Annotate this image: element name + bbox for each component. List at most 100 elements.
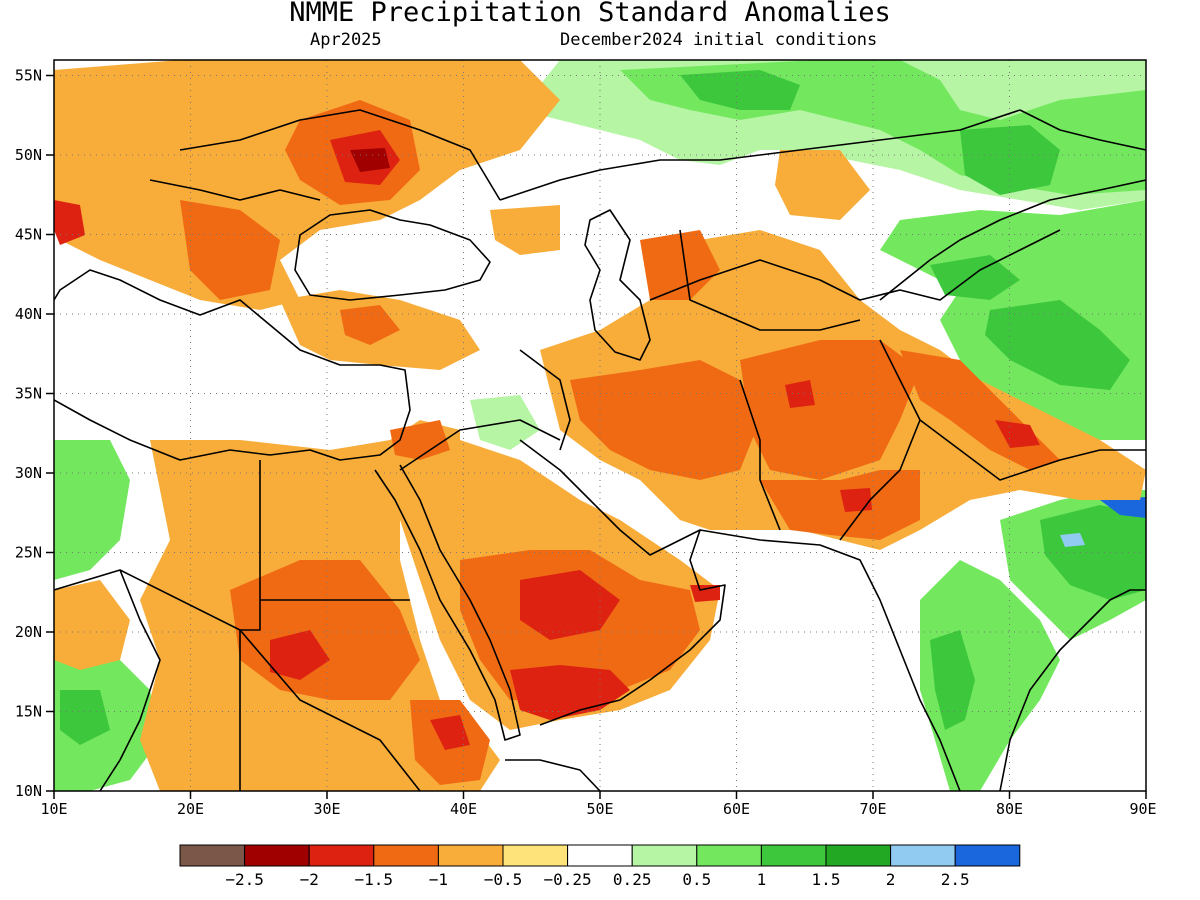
lat-tick-label: 15N <box>15 703 42 721</box>
border-iran-iraq <box>519 349 571 451</box>
colorbar-swatch <box>631 844 698 867</box>
anomaly-pakistan-core <box>840 488 872 512</box>
anomaly-russia-strong <box>680 70 800 110</box>
anomaly-arabia-red <box>520 570 620 640</box>
border-arabia <box>399 419 561 471</box>
coastline-horn-of-africa <box>505 759 601 791</box>
anomaly-oman-red <box>690 585 720 602</box>
tick-marks <box>46 74 1147 799</box>
coastlines <box>54 109 1146 791</box>
colorbar-swatches <box>179 844 1021 867</box>
border-mongolia <box>1019 109 1146 151</box>
border-ukraine <box>179 109 501 201</box>
colorbar-label: 1 <box>757 870 767 889</box>
anomaly-ethiopia-core <box>430 715 470 750</box>
coastline-persian-gulf <box>519 439 726 726</box>
coastline-mediterranean <box>54 269 411 461</box>
colorbar-swatch <box>502 844 569 867</box>
anomaly-bangladesh-lightblue <box>1060 533 1085 547</box>
anomaly-west-africa-core <box>60 690 110 745</box>
colorbar-label: −2 <box>300 870 319 889</box>
anomaly-kazakhstan-dry <box>775 150 870 220</box>
lat-tick-label: 40N <box>15 305 42 323</box>
lon-tick-labels: 10E 20E 30E 40E 50E 60E 70E 80E 90E <box>40 800 1156 818</box>
colorbar-label: 1.5 <box>812 870 841 889</box>
colorbar-swatch <box>567 844 633 867</box>
lon-tick-label: 70E <box>859 800 886 818</box>
lat-tick-label: 35N <box>15 385 42 403</box>
anomaly-china-strong <box>985 300 1130 390</box>
lon-tick-label: 30E <box>313 800 340 818</box>
graticule <box>54 60 1146 791</box>
colorbar-swatch <box>308 844 375 867</box>
lon-tick-label: 80E <box>996 800 1023 818</box>
lon-tick-label: 20E <box>177 800 204 818</box>
anomaly-turkey-core <box>340 305 400 345</box>
coastline-caspian-sea <box>584 209 651 361</box>
border-sudan-chad <box>99 569 161 791</box>
border-kazakhstan-south <box>649 229 1061 301</box>
chart-title: NMME Precipitation Standard Anomalies <box>289 0 890 28</box>
colorbar-label: −2.5 <box>225 870 264 889</box>
border-balkans <box>149 179 321 201</box>
lat-tick-label: 25N <box>15 544 42 562</box>
colorbar-label: −0.25 <box>544 870 592 889</box>
anomaly-west-africa-dry <box>54 580 130 670</box>
anomaly-kashmir-core <box>995 420 1040 448</box>
colorbar-label: 2 <box>886 870 896 889</box>
colorbar-swatch <box>179 844 246 867</box>
lat-tick-label: 20N <box>15 623 42 641</box>
anomaly-southern-india <box>920 560 1060 791</box>
anomaly-fields <box>54 60 1146 791</box>
lat-tick-label: 50N <box>15 146 42 164</box>
border-china-nw <box>879 179 1146 301</box>
anomaly-sudan-core <box>270 630 330 680</box>
border-afghan-pakistan <box>839 339 921 541</box>
colorbar-swatch <box>760 844 827 867</box>
coastline-bay-of-bengal <box>999 589 1146 791</box>
anomaly-italy <box>54 200 85 245</box>
anomaly-north-africa <box>54 440 130 580</box>
colorbar: −2.5 −2 −1.5 −1 −0.5 −0.25 0.25 0.5 1 1.5 2 2.5 <box>179 844 1021 889</box>
anomaly-caucasus <box>490 205 560 255</box>
colorbar-swatch <box>696 844 762 867</box>
colorbar-labels: −2.5 −2 −1.5 −1 −0.5 −0.25 0.25 0.5 1 1.5 2 2.5 <box>225 870 969 889</box>
lon-tick-label: 50E <box>586 800 613 818</box>
coastline-arabian-sea <box>699 529 961 791</box>
anomaly-turkmenistan <box>640 230 720 300</box>
border-egypt-libya <box>239 460 261 791</box>
colorbar-swatch <box>373 844 439 867</box>
border-uzbekistan <box>679 229 861 331</box>
lat-tick-labels: 10N 15N 20N 25N 30N 35N 40N 45N 50N 55N <box>15 67 42 801</box>
colorbar-swatch <box>825 844 892 867</box>
lon-tick-label: 60E <box>723 800 750 818</box>
anomaly-ukraine-peak <box>350 148 390 172</box>
anomaly-bangladesh-blue <box>1100 497 1146 518</box>
border-afghanistan <box>739 379 781 531</box>
colorbar-label: 0.25 <box>613 870 652 889</box>
colorbar-swatch <box>890 844 956 867</box>
colorbar-label: −1 <box>429 870 448 889</box>
border-sudan-south-sudan <box>239 629 421 791</box>
colorbar-swatch <box>244 844 310 867</box>
border-pakistan-india <box>919 419 1146 481</box>
colorbar-label: −0.5 <box>484 870 523 889</box>
anomaly-pakistan <box>760 470 920 540</box>
lon-tick-label: 90E <box>1129 800 1156 818</box>
anomaly-afghanistan <box>740 340 920 480</box>
colorbar-label: 2.5 <box>941 870 970 889</box>
lat-tick-label: 30N <box>15 464 42 482</box>
lat-tick-label: 45N <box>15 226 42 244</box>
colorbar-swatch <box>437 844 504 867</box>
init-conditions: December2024 initial conditions <box>560 30 877 50</box>
anomaly-tarim <box>930 255 1020 300</box>
coastline-black-sea <box>294 209 491 301</box>
colorbar-label: −1.5 <box>355 870 394 889</box>
border-kazakhstan-north <box>499 109 1021 201</box>
colorbar-swatch <box>954 844 1021 867</box>
valid-month: Apr2025 <box>310 30 382 50</box>
lat-tick-label: 10N <box>15 782 42 800</box>
lon-tick-label: 40E <box>450 800 477 818</box>
lon-tick-label: 10E <box>40 800 67 818</box>
